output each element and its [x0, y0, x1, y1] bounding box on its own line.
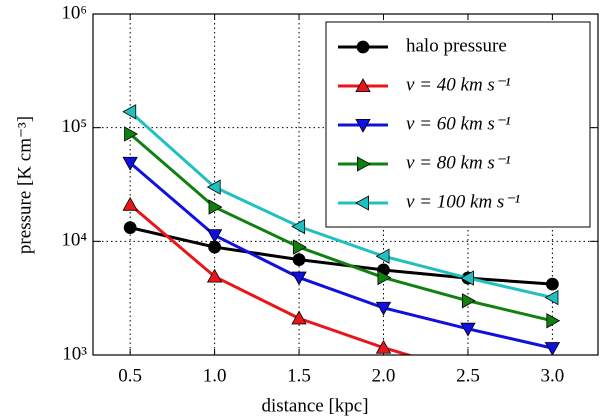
- y-tick-label: 10⁵: [61, 116, 87, 137]
- marker: [124, 126, 138, 142]
- y-tick-label: 10⁶: [61, 2, 87, 23]
- plot-frame: [92, 13, 599, 356]
- series-line: [129, 226, 553, 286]
- plot-area: [122, 104, 561, 400]
- x-tick-label: 1.0: [203, 365, 227, 386]
- legend-label: v = 100 km s⁻¹: [406, 191, 520, 212]
- x-tick-label: 2.5: [456, 365, 480, 386]
- x-axis-label: distance [kpc]: [261, 395, 368, 416]
- marker: [291, 218, 306, 235]
- y-tick-label: 10⁴: [61, 230, 87, 251]
- marker: [544, 342, 561, 355]
- y-axis-label: pressure [K cm⁻³]: [14, 116, 35, 254]
- y-tick-label: 10³: [62, 343, 87, 364]
- marker: [375, 248, 390, 264]
- marker: [208, 199, 223, 215]
- marker: [123, 221, 137, 235]
- series-line: [129, 161, 553, 350]
- legend-marker: [355, 119, 371, 133]
- marker: [291, 310, 307, 325]
- marker: [206, 179, 221, 195]
- marker: [293, 239, 307, 255]
- series-line: [129, 132, 553, 323]
- x-tick-label: 0.5: [118, 365, 142, 386]
- series-line: [129, 203, 414, 355]
- marker: [291, 271, 307, 286]
- marker: [122, 196, 138, 211]
- legend-marker: [356, 40, 370, 54]
- series-line: [129, 110, 553, 300]
- marker: [377, 269, 392, 286]
- legend-marker: [355, 195, 370, 211]
- marker: [545, 387, 559, 400]
- marker: [206, 268, 223, 283]
- legend-label: v = 80 km s⁻¹: [406, 152, 511, 173]
- marker: [292, 253, 306, 267]
- marker: [544, 289, 559, 306]
- marker: [461, 293, 476, 309]
- marker: [460, 322, 476, 337]
- legend-label: halo pressure: [406, 35, 507, 56]
- legend-marker: [355, 78, 371, 92]
- x-tick-label: 3.0: [541, 365, 565, 386]
- legend-label: v = 40 km s⁻¹: [406, 74, 511, 95]
- marker: [375, 339, 392, 354]
- x-tick-label: 2.0: [372, 365, 396, 386]
- marker: [460, 270, 474, 286]
- legend-label: v = 60 km s⁻¹: [406, 113, 511, 134]
- marker: [546, 313, 561, 329]
- marker: [375, 301, 392, 316]
- marker: [122, 156, 138, 171]
- x-tick-label: 1.5: [287, 365, 311, 386]
- marker: [122, 104, 137, 120]
- legend-marker: [356, 156, 371, 172]
- marker: [545, 277, 559, 291]
- marker: [206, 229, 223, 244]
